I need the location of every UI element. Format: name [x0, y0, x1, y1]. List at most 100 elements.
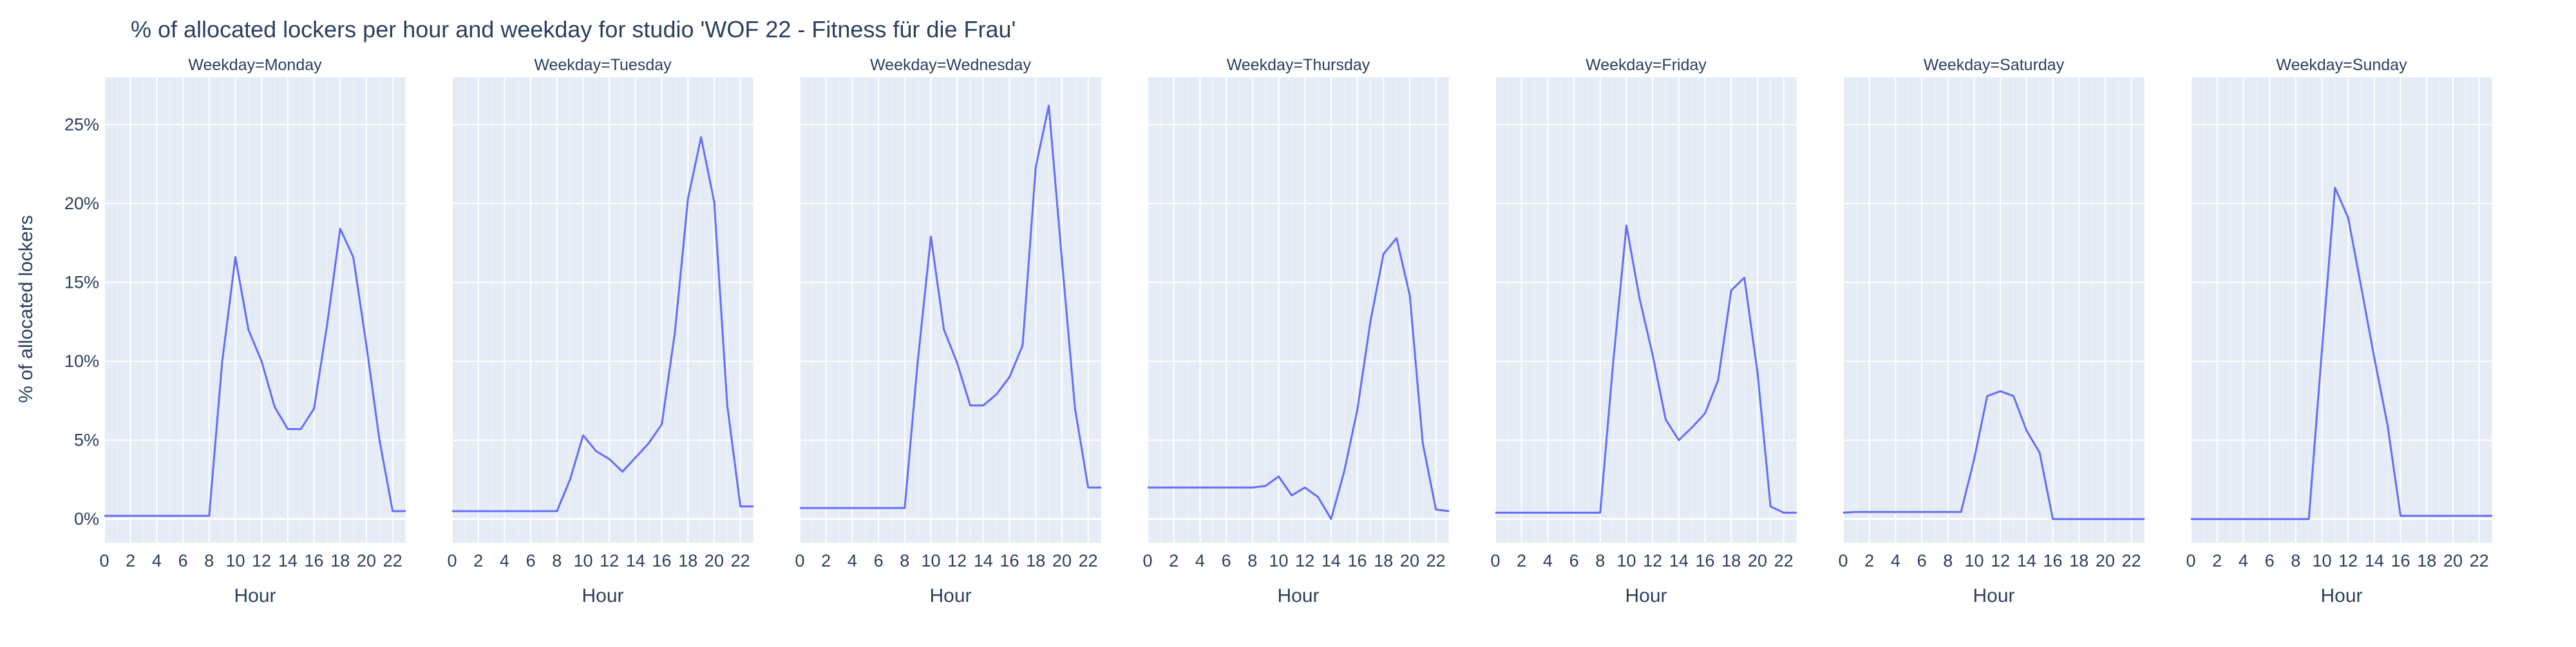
facet-panel: Weekday=Tuesday 0 2 4 6 8 10 12 14 16 18 20 22 Hour: [447, 56, 754, 606]
facet-panel: Weekday=Thursday 0 2 4 6 8 10 12 14 16 18 20 22 Hour: [1142, 56, 1450, 606]
x-tick-label: 4: [500, 551, 509, 570]
x-tick-label: 8: [900, 551, 909, 570]
plot-background: [452, 77, 753, 543]
series-line: [1842, 390, 2145, 520]
x-tick-label: 16: [2391, 551, 2410, 570]
x-tick-label: 0: [1838, 551, 1848, 570]
x-tick-label: 0: [1490, 551, 1500, 570]
y-tick-label: 20%: [64, 194, 99, 213]
x-tick-label: 20: [1052, 551, 1072, 570]
x-tick-label: 22: [383, 551, 402, 570]
plot-background: [800, 77, 1101, 543]
x-tick-label: 10: [921, 551, 940, 570]
x-tick-label: 10: [2312, 551, 2331, 570]
x-tick-label: 14: [974, 551, 993, 570]
x-tick-label: 8: [1247, 551, 1257, 570]
x-axis-label: Hour: [1625, 585, 1667, 606]
x-tick-label: 4: [1195, 551, 1205, 570]
facet-title: Weekday=Sunday: [2276, 56, 2407, 74]
x-tick-label: 12: [1295, 551, 1314, 570]
x-tick-label: 2: [1517, 551, 1526, 570]
x-tick-label: 14: [278, 551, 298, 570]
y-tick-label: 25%: [64, 115, 99, 135]
plot-background: [1843, 77, 2145, 543]
x-tick-label: 10: [1964, 551, 1984, 570]
x-tick-label: 8: [204, 551, 214, 570]
x-axis-label: Hour: [1277, 585, 1319, 606]
x-tick-label: 18: [678, 551, 697, 570]
x-tick-label: 22: [1079, 551, 1098, 570]
x-tick-label: 14: [1321, 551, 1341, 570]
x-axis-label: Hour: [1973, 585, 2014, 606]
facet-title: Weekday=Wednesday: [870, 56, 1031, 74]
facet-title: Weekday=Monday: [188, 56, 322, 74]
x-tick-label: 18: [330, 551, 350, 570]
x-tick-label: 8: [1595, 551, 1605, 570]
facet-panel: Weekday=Sunday 0 2 4 6 8 10 12 14 16 18 20 22 Hour: [2186, 56, 2493, 606]
plot-background: [2191, 77, 2492, 543]
x-tick-label: 0: [447, 551, 457, 570]
x-tick-label: 18: [2069, 551, 2088, 570]
series-line: [1495, 224, 1797, 514]
x-tick-label: 18: [1721, 551, 1741, 570]
facet-panel: Weekday=Friday 0 2 4 6 8 10 12 14 16 18 20 22 Hour: [1490, 56, 1797, 606]
x-tick-label: 10: [1269, 551, 1288, 570]
series-line: [452, 136, 753, 512]
x-tick-label: 20: [2443, 551, 2463, 570]
x-tick-label: 16: [305, 551, 324, 570]
x-tick-label: 16: [1000, 551, 1019, 570]
plot-background: [1495, 77, 1797, 543]
x-axis-label: Hour: [2320, 585, 2362, 606]
x-tick-label: 6: [1222, 551, 1231, 570]
x-tick-label: 12: [947, 551, 967, 570]
facet-title: Weekday=Tuesday: [534, 56, 672, 74]
x-tick-label: 14: [1669, 551, 1689, 570]
x-tick-label: 12: [1643, 551, 1662, 570]
x-tick-label: 4: [1543, 551, 1553, 570]
y-tick-label: 5%: [74, 431, 99, 450]
x-tick-label: 10: [573, 551, 592, 570]
x-tick-label: 4: [2239, 551, 2248, 570]
x-tick-label: 6: [874, 551, 884, 570]
x-tick-label: 20: [1400, 551, 1419, 570]
x-tick-label: 14: [626, 551, 645, 570]
x-tick-label: 0: [795, 551, 804, 570]
x-tick-label: 4: [152, 551, 162, 570]
facet-panel: Weekday=Saturday 0 2 4 6 8 10 12 14 16 18 20 22 Hour: [1838, 56, 2145, 606]
x-tick-label: 8: [1943, 551, 1953, 570]
x-tick-label: 14: [2017, 551, 2036, 570]
y-axis-label: % of allocated lockers: [15, 215, 37, 403]
facet-title: Weekday=Thursday: [1227, 56, 1370, 74]
x-tick-label: 12: [600, 551, 619, 570]
x-tick-label: 22: [2470, 551, 2489, 570]
facet-title: Weekday=Saturday: [1924, 56, 2065, 74]
x-tick-label: 18: [1026, 551, 1045, 570]
x-tick-label: 4: [848, 551, 857, 570]
x-tick-label: 6: [1569, 551, 1579, 570]
x-tick-label: 22: [731, 551, 750, 570]
x-tick-label: 16: [1348, 551, 1367, 570]
x-tick-label: 20: [357, 551, 376, 570]
series-line: [800, 104, 1101, 509]
facet-panel: Weekday=Monday 0 2 4 6 8 10 12 14 16 18 20 22 Hour 0% 5…: [64, 56, 406, 606]
x-tick-label: 20: [2096, 551, 2115, 570]
x-tick-label: 0: [2186, 551, 2195, 570]
chart-title: % of allocated lockers per hour and week…: [131, 16, 1016, 42]
x-tick-label: 8: [552, 551, 562, 570]
facet-panel: Weekday=Wednesday 0 2 4 6 8 10 12 14 16 18 20 22 Hour: [795, 56, 1102, 606]
x-tick-label: 2: [126, 551, 135, 570]
y-tick-label: 0%: [74, 509, 99, 529]
x-tick-label: 2: [473, 551, 483, 570]
x-tick-label: 12: [1991, 551, 2010, 570]
x-tick-label: 16: [652, 551, 672, 570]
x-tick-label: 6: [178, 551, 188, 570]
x-tick-label: 22: [1426, 551, 1446, 570]
x-tick-label: 2: [1169, 551, 1179, 570]
x-tick-label: 20: [1748, 551, 1767, 570]
x-tick-label: 6: [526, 551, 536, 570]
x-tick-label: 0: [99, 551, 109, 570]
x-tick-label: 22: [2122, 551, 2141, 570]
y-tick-label: 15%: [64, 273, 99, 292]
